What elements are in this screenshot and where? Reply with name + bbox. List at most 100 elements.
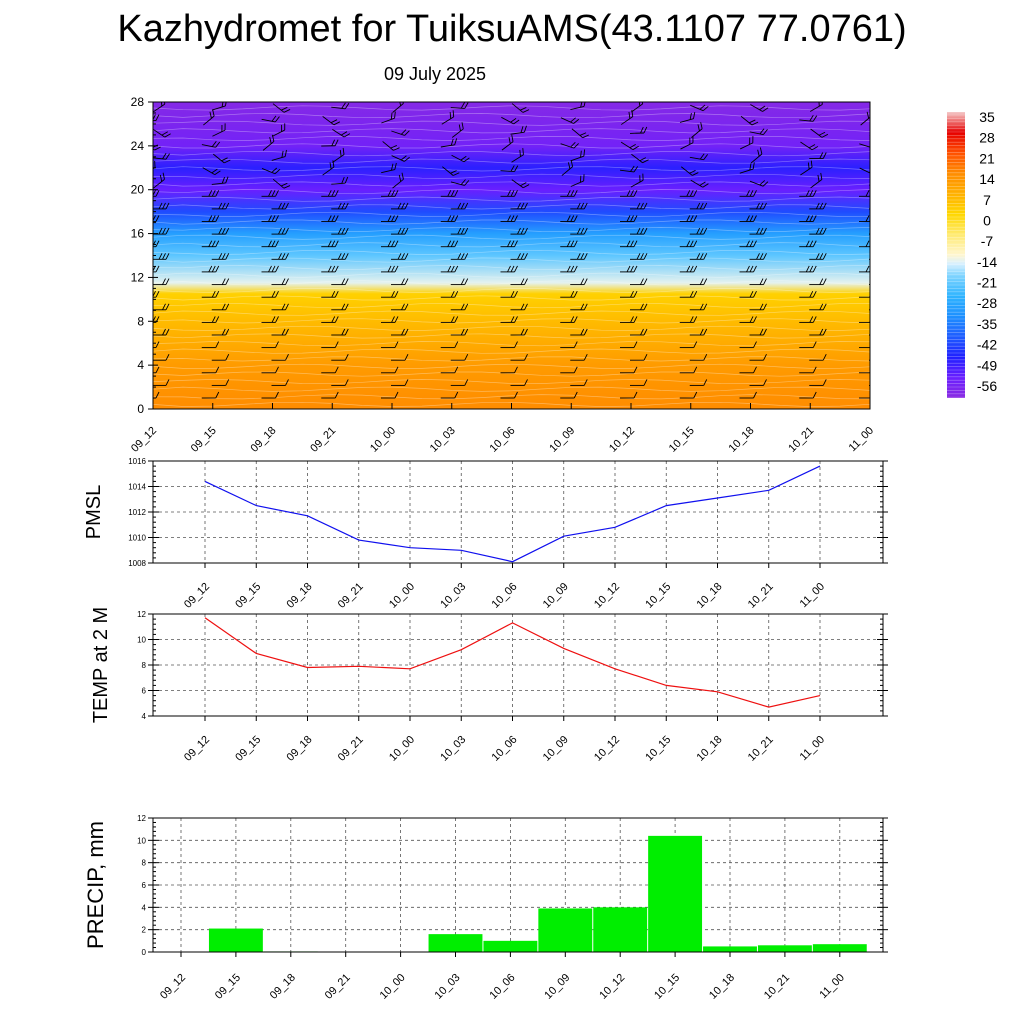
barb-shaft xyxy=(391,155,405,162)
barb-shaft xyxy=(441,116,454,125)
barb-flag xyxy=(752,136,754,143)
wind-barb xyxy=(620,366,638,374)
barb-flag xyxy=(165,278,170,285)
x-tick-label: 09_18 xyxy=(268,972,298,1002)
wind-barb xyxy=(620,240,638,248)
y-tick-label: 12 xyxy=(131,270,145,284)
y-tick-label: 16 xyxy=(131,227,145,241)
barb-flag xyxy=(633,265,638,273)
wind-barb xyxy=(810,128,829,138)
wind-barb xyxy=(381,290,399,298)
barb-flag xyxy=(401,202,405,210)
barb-shaft xyxy=(631,153,643,164)
wind-barb xyxy=(510,353,528,361)
wind-barb xyxy=(203,109,215,126)
x-tick-label: 09_15 xyxy=(213,972,243,1002)
barb-shaft xyxy=(630,179,644,188)
colorbar-label: -28 xyxy=(977,295,997,311)
barb-flag xyxy=(162,172,165,180)
barb-flag xyxy=(583,353,588,361)
barb-flag xyxy=(163,102,166,105)
wind-barb xyxy=(570,379,588,386)
barb-flag xyxy=(633,341,638,348)
y-tick-label: 24 xyxy=(131,139,145,153)
y-tick-label: 0 xyxy=(142,948,147,957)
barb-shaft xyxy=(451,128,464,138)
barb-flag xyxy=(815,227,820,235)
wind-barb xyxy=(799,341,817,349)
barb-flag xyxy=(522,148,524,155)
barb-flag xyxy=(873,367,876,373)
barb-flag xyxy=(812,391,817,399)
barb-shaft xyxy=(869,130,870,137)
barb-flag xyxy=(275,341,279,348)
barb-flag xyxy=(275,290,279,298)
barb-shaft xyxy=(331,182,346,185)
barb-flag xyxy=(221,176,226,184)
wind-barb xyxy=(440,341,459,349)
barb-flag xyxy=(753,341,757,348)
barb-flag xyxy=(746,190,750,197)
wind-barb xyxy=(500,190,518,197)
x-tick-label: 09_21 xyxy=(336,734,366,764)
x-tick-label: 10_06 xyxy=(490,581,520,611)
wind-barb xyxy=(750,104,769,112)
x-tick-label: 09_21 xyxy=(323,972,353,1002)
wind-barb xyxy=(869,304,886,311)
barb-flag xyxy=(344,278,349,285)
barb-flag xyxy=(699,328,704,336)
barb-flag xyxy=(809,316,814,323)
barb-flag xyxy=(576,227,581,235)
barb-flag xyxy=(693,316,698,323)
barb-flag xyxy=(883,304,886,310)
barb-flag xyxy=(882,176,886,182)
barb-shaft xyxy=(800,166,813,176)
barb-flag xyxy=(759,202,764,210)
wind-barb xyxy=(381,341,399,349)
wind-barb xyxy=(620,215,638,222)
x-tick-label: 10_21 xyxy=(762,972,792,1002)
barb-flag xyxy=(225,176,229,184)
barb-flag xyxy=(514,265,518,273)
barb-flag xyxy=(689,316,694,323)
wind-barb xyxy=(689,278,708,286)
colorbar-label: 28 xyxy=(979,130,995,146)
barb-flag xyxy=(583,174,585,181)
barb-flag xyxy=(640,227,644,235)
barb-flag xyxy=(460,227,465,235)
barb-flag xyxy=(281,106,288,111)
grid xyxy=(153,818,883,952)
barb-flag xyxy=(327,240,332,247)
barb-flag xyxy=(573,366,578,374)
barb-flag xyxy=(327,190,332,197)
wind-barb xyxy=(570,328,588,336)
barb-flag xyxy=(640,253,644,260)
barb-flag xyxy=(633,240,638,247)
barb-flag xyxy=(821,102,823,105)
barb-flag xyxy=(155,190,160,197)
barb-flag xyxy=(759,227,764,235)
wind-barb xyxy=(809,102,823,112)
wind-barb xyxy=(799,215,817,222)
wind-barb xyxy=(391,278,409,286)
wind-barb xyxy=(201,265,220,273)
barb-flag xyxy=(211,190,216,197)
barb-flag xyxy=(880,228,883,234)
barb-flag xyxy=(865,240,870,247)
wind-barb xyxy=(739,240,757,248)
barb-flag xyxy=(517,202,521,210)
colorbar-bar xyxy=(947,112,965,398)
barb-flag xyxy=(626,265,631,273)
barb-flag xyxy=(269,137,272,144)
contour-line xyxy=(153,325,870,331)
barb-shaft xyxy=(153,178,165,189)
barb-flag xyxy=(507,265,511,273)
barb-flag xyxy=(460,278,465,285)
wind-barb xyxy=(679,391,698,399)
barb-shaft xyxy=(153,103,166,113)
barb-flag xyxy=(339,149,342,157)
wind-barb xyxy=(560,141,579,149)
barb-flag xyxy=(880,203,883,209)
wind-barb xyxy=(560,391,578,399)
barb-flag xyxy=(759,180,766,186)
